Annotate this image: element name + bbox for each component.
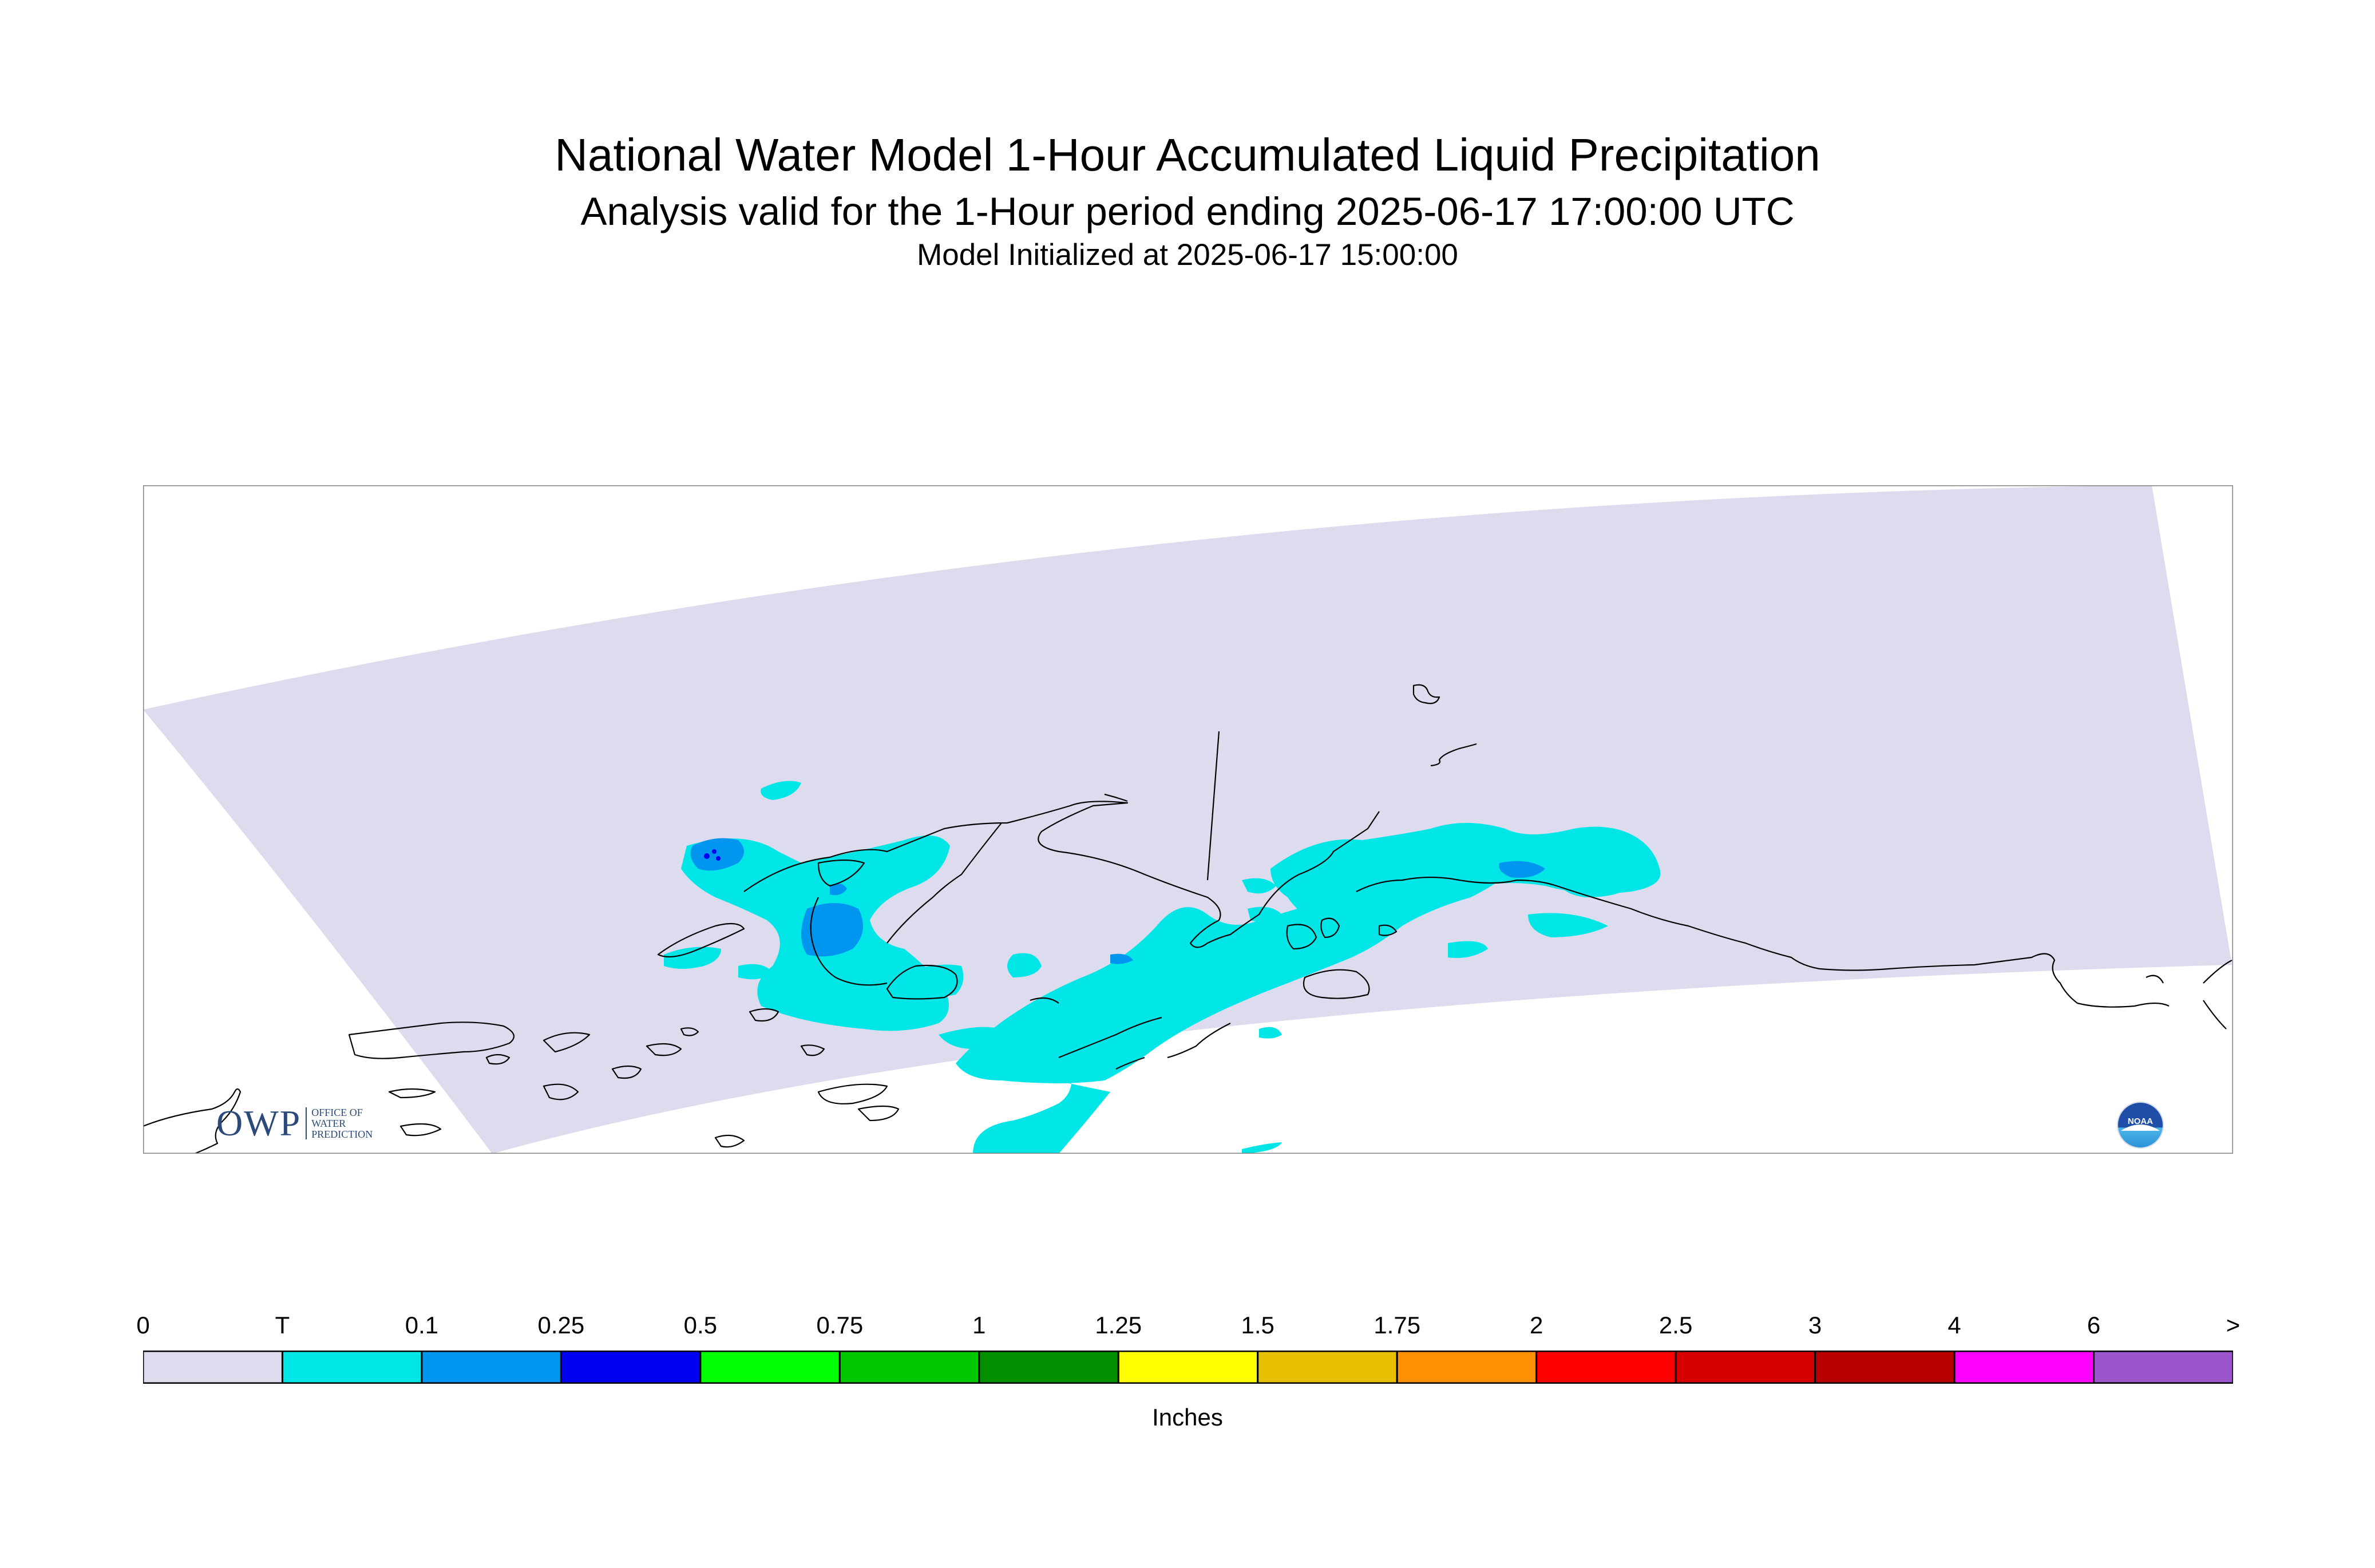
model-init-time: Model Initialized at 2025-06-17 15:00:00 (917, 238, 1458, 272)
noaa-logo-text: NOAA (2128, 1116, 2153, 1126)
color-bar-tick-label: 0.5 (683, 1312, 718, 1339)
color-bar-tick-label: T (275, 1312, 290, 1339)
model-domain (143, 485, 2232, 1154)
color-bar-tick-label: 4 (1948, 1312, 1961, 1339)
color-bar-swatch (1117, 1350, 1259, 1384)
color-bar-swatch (1257, 1350, 1398, 1384)
color-bar-tick-label: 0 (136, 1312, 150, 1339)
owp-logo-line-3: PREDICTION (311, 1128, 373, 1140)
color-bar-swatch (1675, 1350, 1816, 1384)
color-bar-swatch (421, 1350, 562, 1384)
color-bar-tick-label: 1 (972, 1312, 986, 1339)
owp-logo-line-2: WATER (311, 1117, 346, 1129)
color-bar-swatch (1953, 1350, 2095, 1384)
map-title: National Water Model 1-Hour Accumulated … (555, 129, 1820, 180)
precip-moderate (704, 849, 721, 861)
map-subtitle: Analysis valid for the 1-Hour period end… (580, 189, 1795, 233)
color-bar-swatch (560, 1350, 702, 1384)
color-bar-swatch (281, 1350, 423, 1384)
color-bar-tick-label: 2 (1529, 1312, 1543, 1339)
color-bar-swatch (978, 1350, 1119, 1384)
color-bar-tick-label: > (2226, 1312, 2241, 1339)
color-bar-tick-label: 3 (1808, 1312, 1822, 1339)
map-frame (143, 485, 2233, 1154)
owp-logo-letters: OWP (216, 1103, 302, 1143)
owp-logo: OWP OFFICE OF WATER PREDICTION (216, 1103, 373, 1143)
color-bar-tick-label: 1.5 (1241, 1312, 1274, 1339)
color-bar-tick-label: 0.75 (816, 1312, 864, 1339)
precip-light (690, 838, 1545, 964)
color-bar (142, 1350, 2234, 1384)
color-bar-tick-label: 1.25 (1095, 1312, 1142, 1339)
precipitation-map: OWP OFFICE OF WATER PREDICTION NOAA (143, 485, 2233, 1154)
color-bar-swatch (1396, 1350, 1538, 1384)
owp-logo-line-1: OFFICE OF (311, 1106, 363, 1118)
color-bar-tick-label: 2.5 (1658, 1312, 1693, 1339)
color-bar-tick-label: 0.1 (405, 1312, 439, 1339)
color-bar-swatch (1535, 1350, 1677, 1384)
color-bar-tick-label: 1.75 (1373, 1312, 1421, 1339)
legend-units: Inches (1152, 1404, 1223, 1431)
noaa-logo: NOAA (2116, 1101, 2164, 1149)
color-bar-swatch (838, 1350, 980, 1384)
color-bar-swatch (699, 1350, 841, 1384)
precip-trace (664, 781, 1661, 1154)
color-bar-tick-label: 6 (2087, 1312, 2101, 1339)
coastlines (143, 684, 2232, 1154)
color-bar-tick-label: 0.25 (537, 1312, 585, 1339)
color-bar-swatch (2093, 1350, 2234, 1384)
color-bar-swatch (1814, 1350, 1956, 1384)
color-bar-swatch (142, 1350, 283, 1384)
